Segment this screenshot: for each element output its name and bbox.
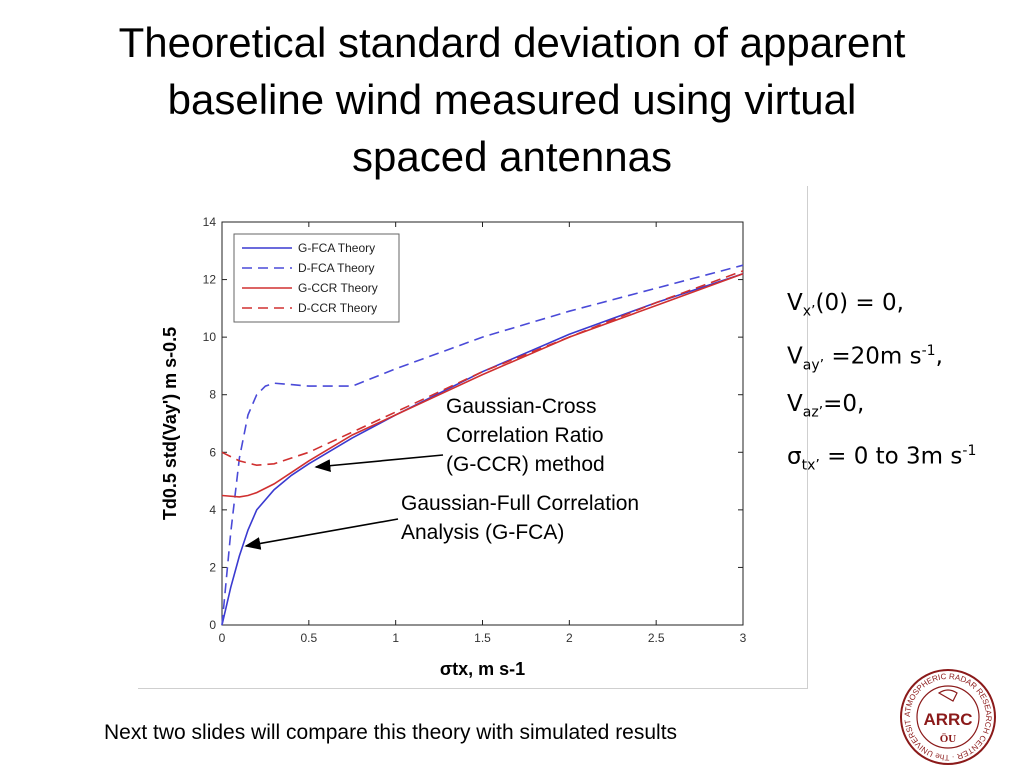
annotation-gfca: Gaussian-Full Correlation Analysis (G-FC… xyxy=(401,492,640,544)
annotation-arrow-gfca xyxy=(244,518,399,550)
x-tick-label: 3 xyxy=(740,631,747,645)
x-tick-label: 2.5 xyxy=(648,631,665,645)
x-tick-label: 0 xyxy=(219,631,226,645)
legend-label: D-FCA Theory xyxy=(298,261,374,275)
annotation-gccr: Gaussian-Cross Correlation Ratio (G-CCR)… xyxy=(446,395,605,476)
x-tick-label: 1 xyxy=(392,631,399,645)
y-tick-label: 12 xyxy=(203,273,217,287)
legend-label: D-CCR Theory xyxy=(298,301,377,315)
x-tick-label: 0.5 xyxy=(300,631,317,645)
y-tick-label: 2 xyxy=(209,560,216,574)
logo-outer-ring xyxy=(900,669,996,765)
ou-mark-icon: ŌU xyxy=(940,733,957,745)
chart: 0 0.5 1 1.5 2 2.5 3 0 2 4 6 8 10 12 14 σtx, m s-1 Td0.5 … xyxy=(160,215,747,679)
param-vay: Vay’ =20m s-1, xyxy=(787,342,943,373)
param-vx: Vx’(0) = 0, xyxy=(787,290,904,320)
arrc-logo: ATMOSPHERIC RADAR RESEARCH CENTER · The … xyxy=(889,667,996,765)
y-tick-label: 4 xyxy=(209,503,216,517)
x-axis-label: σtx, m s-1 xyxy=(440,659,525,679)
series-line xyxy=(221,264,744,626)
series-line xyxy=(221,270,744,467)
x-tick-label: 2 xyxy=(566,631,573,645)
parameter-list: Vx’(0) = 0, Vay’ =20m s-1, Vaz’=0, σtx’ … xyxy=(787,284,976,486)
legend-label: G-FCA Theory xyxy=(298,241,375,255)
param-sigma: σtx’ = 0 to 3m s-1 xyxy=(787,443,977,474)
y-axis-label: Td0.5 std(Vay') m s-0.5 xyxy=(160,327,180,520)
param-vaz: Vaz’=0, xyxy=(787,390,865,421)
x-tick-label: 1.5 xyxy=(474,631,491,645)
legend-label: G-CCR Theory xyxy=(298,281,378,295)
logo-center-text: ARRC xyxy=(923,710,972,729)
slide-footnote: Next two slides will compare this theory… xyxy=(104,721,678,744)
y-tick-label: 14 xyxy=(203,215,217,229)
series-line xyxy=(221,273,744,626)
chart-frame xyxy=(138,186,808,689)
logo-inner-ring xyxy=(916,685,980,749)
radar-dish-icon xyxy=(937,689,958,702)
annotation-arrow-gccr xyxy=(314,454,444,473)
y-tick-label: 10 xyxy=(203,330,217,344)
slide-title: Theoretical standard deviation of appare… xyxy=(118,19,906,180)
y-tick-label: 8 xyxy=(209,388,216,402)
y-tick-label: 0 xyxy=(209,618,216,632)
y-tick-label: 6 xyxy=(209,445,216,459)
